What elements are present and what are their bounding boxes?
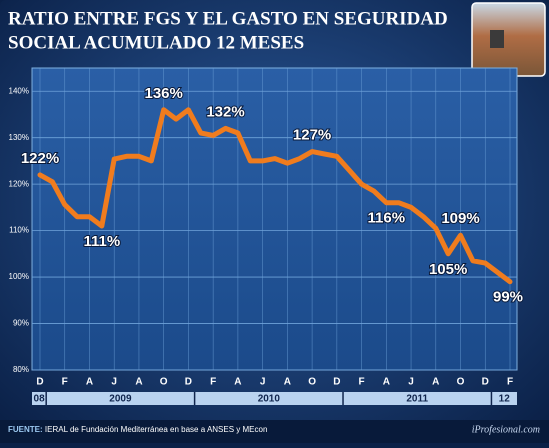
x-tick-label: D [36, 377, 43, 388]
data-label: 111% [83, 233, 120, 250]
y-tick-label: 130% [9, 133, 29, 142]
x-tick-label: F [62, 377, 68, 388]
chart-title: RATIO ENTRE FGS Y EL GASTO EN SEGURIDAD [8, 8, 448, 29]
year-label: 08 [34, 394, 46, 405]
y-tick-label: 110% [9, 226, 29, 235]
y-tick-label: 120% [9, 179, 29, 188]
data-label: 122% [21, 150, 59, 167]
x-tick-label: A [284, 377, 291, 388]
x-tick-label: F [507, 377, 513, 388]
x-tick-label: A [432, 377, 439, 388]
photo-window [490, 30, 504, 48]
data-label: 127% [293, 127, 331, 144]
x-tick-label: J [408, 377, 414, 388]
source: FUENTE: IERAL de Fundación Mediterránea … [8, 425, 267, 434]
x-tick-label: O [308, 377, 316, 388]
x-tick-label: F [359, 377, 365, 388]
x-tick-label: O [457, 377, 465, 388]
x-tick-label: D [185, 377, 192, 388]
data-label: 132% [206, 103, 244, 120]
data-label: 136% [144, 85, 182, 102]
year-label: 12 [499, 394, 511, 405]
x-tick-label: D [482, 377, 489, 388]
plot-area [31, 67, 518, 371]
year-label: 2010 [258, 394, 281, 405]
y-tick-label: 140% [9, 86, 29, 95]
chart-title: SOCIAL ACUMULADO 12 MESES [8, 32, 304, 53]
x-tick-label: F [210, 377, 216, 388]
x-tick-label: A [135, 377, 142, 388]
x-tick-label: O [160, 377, 168, 388]
year-label: 2009 [109, 394, 132, 405]
year-label: 2011 [406, 394, 428, 405]
watermark: iProfesional.com [472, 424, 540, 435]
footer [0, 420, 549, 443]
y-tick-label: 90% [13, 319, 29, 328]
data-label: 99% [493, 289, 523, 306]
year-band [32, 392, 517, 405]
source-label: FUENTE: [8, 425, 43, 434]
x-tick-label: A [383, 377, 390, 388]
x-tick-label: A [86, 377, 93, 388]
y-tick-label: 80% [13, 365, 29, 374]
data-label: 105% [429, 261, 467, 278]
data-label: 116% [368, 210, 406, 227]
x-tick-label: A [234, 377, 241, 388]
x-tick-label: D [333, 377, 340, 388]
x-tick-label: J [111, 377, 117, 388]
data-label: 109% [441, 210, 479, 227]
x-tick-label: J [260, 377, 266, 388]
photo [471, 2, 546, 77]
data-line [37, 107, 513, 285]
y-tick-label: 100% [9, 272, 29, 281]
source-text: IERAL de Fundación Mediterránea en base … [45, 425, 268, 434]
